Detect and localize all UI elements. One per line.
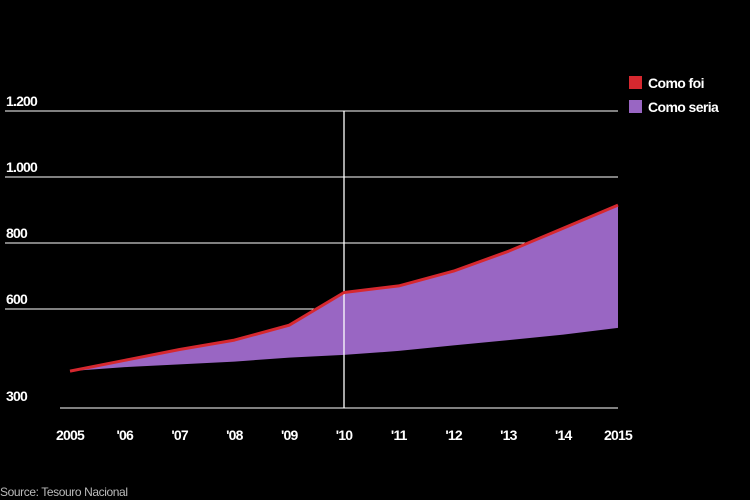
x-tick-label: '06 xyxy=(117,427,135,443)
x-tick-label: '13 xyxy=(500,427,518,443)
legend-swatch-como-foi xyxy=(629,76,642,89)
legend: Como foi Como seria xyxy=(629,75,720,115)
x-axis-ticks: 2005 '06 '07 '08 '09 '10 '11 '12 '13 '14 2015 xyxy=(56,427,634,443)
x-tick-label: '10 xyxy=(336,427,354,443)
x-tick-label: '11 xyxy=(391,427,408,443)
source-note: Source: Tesouro Nacional xyxy=(0,485,128,499)
x-tick-label: 2005 xyxy=(56,427,85,443)
x-tick-label: '07 xyxy=(171,427,189,443)
como-foi-line xyxy=(69,203,619,373)
como-seria-area xyxy=(70,205,618,372)
y-axis-ticks: 300 600 800 1.000 1.200 xyxy=(6,93,39,404)
x-tick-label: '09 xyxy=(281,427,299,443)
x-tick-label: 2015 xyxy=(604,427,633,443)
y-tick-label: 800 xyxy=(6,225,28,241)
legend-swatch-como-seria xyxy=(629,100,642,113)
y-tick-label: 1.000 xyxy=(6,159,38,175)
x-tick-label: '14 xyxy=(555,427,573,443)
y-tick-label: 600 xyxy=(6,291,28,307)
y-tick-label: 1.200 xyxy=(6,93,38,109)
y-tick-label: 300 xyxy=(6,388,28,404)
legend-label-como-foi: Como foi xyxy=(648,75,704,91)
x-tick-label: '08 xyxy=(226,427,244,443)
x-tick-label: '12 xyxy=(445,427,463,443)
legend-label-como-seria: Como seria xyxy=(648,99,719,115)
